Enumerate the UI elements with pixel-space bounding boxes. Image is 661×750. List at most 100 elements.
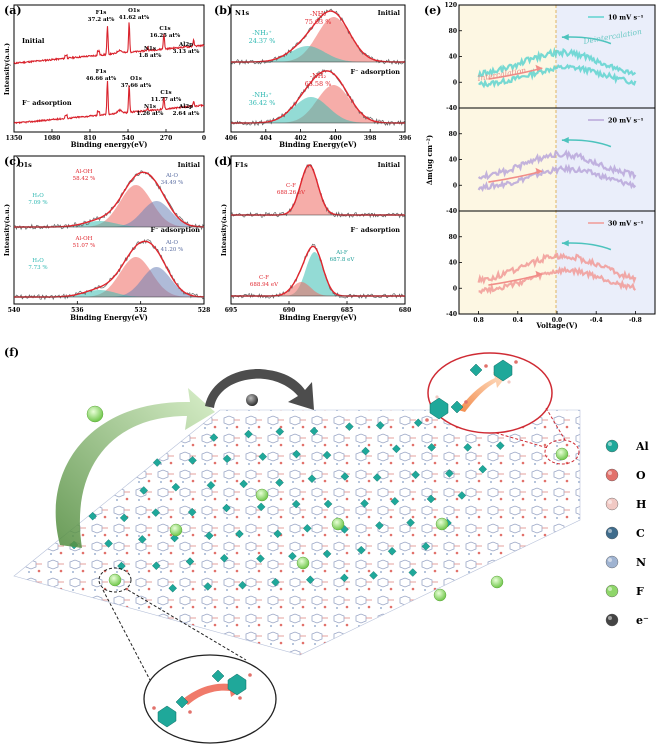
al-node-21	[206, 481, 216, 490]
peak-pct-1-4: 2.64 at%	[173, 111, 200, 117]
al-node-1	[244, 429, 253, 439]
al-node-52	[406, 518, 415, 527]
b-plot-component-1	[231, 46, 405, 62]
al-node-69	[340, 573, 349, 583]
panel-label-b: (b)	[214, 4, 232, 17]
gray-curved-arrow	[205, 369, 314, 410]
legend-label-5: F	[636, 585, 644, 598]
peak-label-1-1: O1s	[130, 76, 142, 82]
al-node-46	[205, 531, 214, 540]
e-yticklabel-0-4: 120	[444, 2, 457, 9]
al-node-27	[411, 470, 420, 480]
axis-ylabel-a: Intensity(a.u.)	[3, 43, 11, 95]
c-plot-component-2	[14, 221, 204, 227]
c-peak-name-0-0: Al-OH	[75, 169, 93, 175]
fluoride-sphere-1	[255, 488, 269, 502]
e-legend-label-1: 20 mV s⁻¹	[608, 117, 644, 125]
inset-ellipse-top	[427, 352, 553, 434]
al-node-29	[478, 464, 488, 474]
fluoride-sphere-6	[433, 588, 447, 602]
c-peak-pct-1-2: 41.20 %	[161, 247, 184, 253]
b-peak-name-0-1: -NH₃⁺	[252, 29, 272, 37]
al-node-23	[275, 478, 284, 487]
fluoride-sphere-5	[296, 556, 310, 570]
al-node-38	[360, 499, 369, 508]
e-legend-label-0: 10 mV s⁻¹	[608, 14, 644, 22]
element-label-b: N1s	[235, 9, 249, 17]
al-node-43	[104, 539, 113, 548]
al-node-67	[271, 577, 280, 587]
al-node-40	[426, 494, 436, 504]
e-yticklabel-1-2: 40	[449, 157, 457, 164]
d-plot-component-0	[231, 252, 405, 296]
c-ticklabel-1: 536	[71, 307, 84, 314]
c-peak-name-0-1: H₂O	[32, 193, 44, 199]
al-node-41	[457, 491, 467, 500]
b-plot-component-1	[231, 97, 405, 123]
b-ticklabel-1: 404	[260, 135, 273, 142]
legend-label-2: H	[636, 498, 646, 511]
e-arrowhead-deintercalation-0	[561, 33, 569, 41]
b-peak-name-1-0: -NH₂	[310, 72, 327, 80]
e-xticklabel-0: 0.8	[473, 317, 483, 324]
peak-pct-0-4: 3.13 at%	[173, 49, 200, 55]
d-peak-name-0-0: C-F	[286, 183, 296, 189]
peak-pct-1-0: 46.66 at%	[86, 76, 117, 82]
al-node-66	[238, 580, 247, 590]
al-node-61	[356, 545, 366, 555]
peak-pct-0-1: 41.62 at%	[119, 15, 150, 21]
fluoride-sphere-0	[86, 405, 104, 423]
a-ticklabel-5: 0	[202, 135, 206, 142]
al-node-17	[463, 443, 472, 452]
al-node-28	[445, 469, 454, 478]
al-node-59	[288, 551, 297, 561]
e-curve-upper-0	[477, 46, 637, 78]
d-ticklabel-2: 685	[341, 307, 354, 314]
al-node-25	[340, 472, 350, 481]
al-node-56	[185, 557, 195, 566]
d-peak-name-1-1: Al-F	[335, 250, 348, 256]
c-peak-pct-0-2: 34.49 %	[161, 180, 184, 186]
peak-pct-1-1: 37.66 at%	[121, 83, 152, 89]
e-yticklabel-0-1: 0	[453, 79, 457, 86]
b-ticklabel-3: 400	[329, 135, 342, 142]
e-arrowhead-deintercalation-1	[561, 136, 569, 144]
legend-swatch-Al	[605, 439, 619, 453]
legend-label-0: Al	[635, 440, 649, 453]
e-legend-label-2: 30 mV s⁻¹	[608, 220, 644, 228]
e-xticklabel-2: 0.0	[552, 317, 562, 324]
al-node-58	[256, 554, 265, 563]
fluoride-sphere-8	[555, 447, 569, 461]
e-curve-lower-2	[478, 265, 637, 295]
al-node-62	[387, 546, 397, 556]
b-peak-pct-0-1: 24.37 %	[249, 37, 276, 45]
c-plot-component-1	[14, 201, 204, 227]
peak-label-0-0: F1s	[96, 10, 107, 16]
b-plot-component-0	[231, 17, 405, 62]
spectrum-name-f-adsorption: F⁻ adsorption	[22, 99, 72, 107]
al-node-10	[222, 454, 232, 464]
al-cluster-bottom-left	[152, 695, 192, 728]
peak-label-0-4: Al2p	[178, 42, 193, 48]
e-xticklabel-4: -0.8	[629, 317, 642, 324]
c-peak-name-1-1: H₂O	[32, 258, 44, 264]
legend-label-6: e⁻	[636, 614, 649, 627]
panel-label-f: (f)	[4, 346, 19, 359]
al-node-47	[235, 529, 244, 539]
al-node-68	[306, 575, 315, 585]
legend-label-3: C	[636, 527, 645, 540]
legend-swatch-highlight-6	[608, 616, 612, 620]
al-node-14	[361, 446, 370, 456]
b-ticklabel-4: 398	[364, 135, 377, 142]
e-yticklabel-2-3: 80	[449, 234, 457, 241]
axis-ylabel-c: Intensity(a.u.)	[3, 204, 11, 256]
green-curved-arrow	[55, 388, 215, 548]
d-plot-component-0	[231, 165, 405, 215]
state-initial-b: Initial	[378, 9, 401, 17]
c-plot-component-2	[14, 290, 204, 297]
d-peak-name-1-0: C-F	[259, 275, 269, 281]
state-f-adsorption-d: F⁻ adsorption	[350, 226, 400, 234]
